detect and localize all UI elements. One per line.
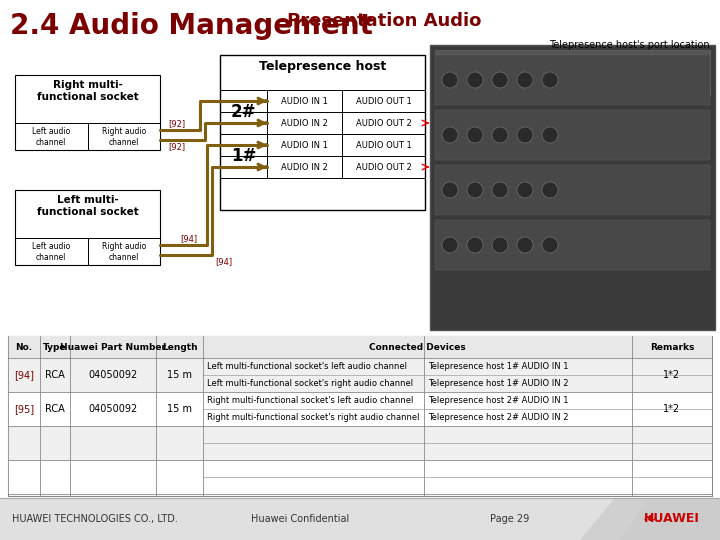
Bar	[8, 426, 712, 460]
Text: RCA: RCA	[45, 370, 65, 380]
Circle shape	[442, 127, 458, 143]
Bar	[8, 336, 712, 358]
Text: Left audio
channel: Left audio channel	[32, 242, 71, 262]
Text: Length: Length	[162, 342, 197, 352]
Circle shape	[542, 72, 558, 88]
Text: Huawei Confidential: Huawei Confidential	[251, 514, 349, 524]
Text: [94]: [94]	[14, 370, 34, 380]
Text: [92]: [92]	[168, 142, 185, 151]
Bar	[8, 336, 712, 496]
Text: Left multi-functional socket's right audio channel: Left multi-functional socket's right aud…	[207, 379, 413, 388]
Circle shape	[467, 127, 483, 143]
Text: Right multi-functional socket's right audio channel: Right multi-functional socket's right au…	[207, 413, 420, 422]
Circle shape	[442, 182, 458, 198]
Bar	[435, 220, 710, 270]
Circle shape	[442, 72, 458, 88]
Bar	[435, 110, 710, 160]
Bar	[435, 50, 710, 95]
Circle shape	[492, 182, 508, 198]
Text: HUAWEI: HUAWEI	[644, 512, 700, 525]
Circle shape	[467, 237, 483, 253]
Text: Telepresence host 2# AUDIO IN 1: Telepresence host 2# AUDIO IN 1	[428, 396, 569, 405]
Text: No.: No.	[15, 342, 32, 352]
Text: AUDIO IN 1: AUDIO IN 1	[281, 97, 328, 105]
Text: Right multi-functional socket's left audio channel: Right multi-functional socket's left aud…	[207, 396, 413, 405]
Polygon shape	[580, 498, 720, 540]
Text: HUAWEI TECHNOLOGIES CO., LTD.: HUAWEI TECHNOLOGIES CO., LTD.	[12, 514, 178, 524]
Bar	[0, 498, 720, 540]
Text: Right audio
channel: Right audio channel	[102, 242, 146, 262]
Circle shape	[517, 72, 533, 88]
Text: 1*2: 1*2	[663, 370, 680, 380]
Text: AUDIO OUT 1: AUDIO OUT 1	[356, 97, 411, 105]
Text: Remarks: Remarks	[650, 342, 694, 352]
Text: 04050092: 04050092	[89, 404, 138, 414]
Circle shape	[467, 72, 483, 88]
Text: Telepresence host's port location: Telepresence host's port location	[549, 40, 710, 50]
Text: Left audio
channel: Left audio channel	[32, 127, 71, 147]
Text: ❧: ❧	[643, 510, 657, 528]
Bar	[15, 75, 160, 150]
Text: AUDIO IN 1: AUDIO IN 1	[281, 140, 328, 150]
Text: Huawei Part Number: Huawei Part Number	[60, 342, 166, 352]
Text: 1*2: 1*2	[663, 404, 680, 414]
Circle shape	[542, 182, 558, 198]
Text: Page 29: Page 29	[490, 514, 530, 524]
Text: [92]: [92]	[168, 119, 185, 128]
Circle shape	[492, 127, 508, 143]
Polygon shape	[620, 498, 720, 540]
Bar	[435, 55, 710, 105]
Circle shape	[442, 237, 458, 253]
Text: 2.4 Audio Management: 2.4 Audio Management	[10, 12, 373, 40]
Circle shape	[492, 72, 508, 88]
Text: 1#: 1#	[231, 147, 256, 165]
Bar	[220, 55, 425, 210]
Text: [95]: [95]	[14, 404, 34, 414]
Circle shape	[467, 182, 483, 198]
Text: 15 m: 15 m	[167, 404, 192, 414]
Text: 04050092: 04050092	[89, 370, 138, 380]
Text: AUDIO IN 2: AUDIO IN 2	[281, 118, 328, 127]
Text: Telepresence host 1# AUDIO IN 1: Telepresence host 1# AUDIO IN 1	[428, 362, 569, 371]
Circle shape	[517, 127, 533, 143]
Bar	[15, 190, 160, 265]
Circle shape	[542, 127, 558, 143]
Text: 2#: 2#	[230, 103, 256, 121]
Bar	[8, 460, 712, 494]
Text: Type: Type	[43, 342, 67, 352]
Bar	[435, 165, 710, 215]
Text: Left multi-functional socket's left audio channel: Left multi-functional socket's left audi…	[207, 362, 407, 371]
Text: Telepresence host 2# AUDIO IN 2: Telepresence host 2# AUDIO IN 2	[428, 413, 569, 422]
Bar	[8, 392, 712, 426]
Circle shape	[517, 237, 533, 253]
Text: AUDIO OUT 2: AUDIO OUT 2	[356, 163, 411, 172]
Text: AUDIO OUT 2: AUDIO OUT 2	[356, 118, 411, 127]
Text: AUDIO IN 2: AUDIO IN 2	[281, 163, 328, 172]
Text: Left multi-
functional socket: Left multi- functional socket	[37, 195, 138, 217]
Text: [94]: [94]	[215, 257, 232, 266]
Text: –Presentation Audio: –Presentation Audio	[278, 12, 482, 30]
Text: 15 m: 15 m	[167, 370, 192, 380]
Circle shape	[492, 237, 508, 253]
Circle shape	[542, 237, 558, 253]
Circle shape	[517, 182, 533, 198]
Text: Right audio
channel: Right audio channel	[102, 127, 146, 147]
Text: Telepresence host: Telepresence host	[259, 60, 386, 73]
Text: Telepresence host 1# AUDIO IN 2: Telepresence host 1# AUDIO IN 2	[428, 379, 569, 388]
Text: [94]: [94]	[180, 234, 197, 243]
Text: Right multi-
functional socket: Right multi- functional socket	[37, 80, 138, 102]
Text: RCA: RCA	[45, 404, 65, 414]
Bar	[8, 358, 712, 392]
Bar	[430, 45, 715, 330]
Text: Connected Devices: Connected Devices	[369, 342, 466, 352]
Text: AUDIO OUT 1: AUDIO OUT 1	[356, 140, 411, 150]
